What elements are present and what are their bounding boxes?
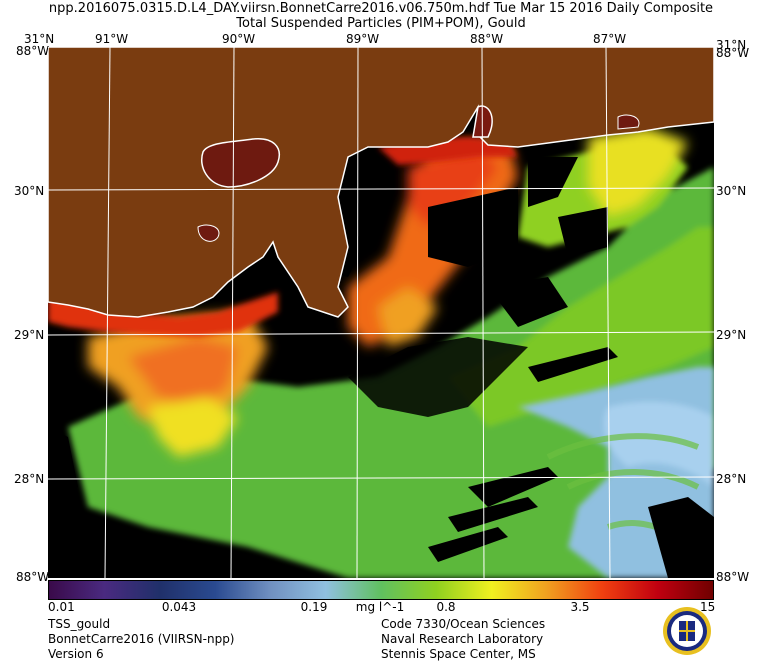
corner-label-top-left: 31°N — [24, 32, 55, 46]
lon-label-90w: 90°W — [222, 32, 256, 46]
footer-region: BonnetCarre2016 (VIIRSN-npp) — [48, 632, 235, 646]
lat-label-28n-left: 28°N — [14, 472, 45, 486]
footer-location: Stennis Space Center, MS — [381, 647, 536, 661]
product-title: Total Suspended Particles (PIM+POM), Gou… — [236, 16, 526, 31]
colorbar-tick-1: 0.043 — [161, 600, 197, 614]
corner-label-left-bottom: 88°W — [16, 570, 50, 584]
colorbar-units: mg l^-1 — [355, 600, 405, 614]
tss-map — [48, 47, 714, 578]
colorbar-tick-5: 15 — [700, 600, 716, 614]
sediment-plume-west — [88, 312, 268, 457]
footer-product: TSS_gould — [48, 617, 111, 631]
lon-label-87w: 87°W — [593, 32, 627, 46]
lat-label-29n-right: 29°N — [716, 328, 747, 342]
footer-version: Version 6 — [48, 647, 104, 661]
lat-label-28n-right: 28°N — [716, 472, 747, 486]
lat-label-30n-left: 30°N — [14, 184, 45, 198]
corner-label-right-top: 88°W — [716, 46, 750, 60]
navy-seal-icon — [663, 607, 711, 655]
colorbar-tick-3: 0.8 — [436, 600, 456, 614]
colorbar — [48, 580, 714, 600]
colorbar-tick-2: 0.19 — [300, 600, 328, 614]
colorbar-tick-0: 0.01 — [48, 600, 75, 614]
lat-label-29n-left: 29°N — [14, 328, 45, 342]
footer-lab: Naval Research Laboratory — [381, 632, 544, 646]
lon-label-88w: 88°W — [470, 32, 504, 46]
sediment-plume-east — [588, 127, 688, 217]
corner-label-right-bottom: 88°W — [716, 570, 750, 584]
map-panel — [48, 47, 714, 578]
corner-label-left-top: 88°W — [16, 44, 50, 58]
lat-label-30n-right: 30°N — [716, 184, 747, 198]
land-mass — [48, 47, 714, 318]
lon-label-91w: 91°W — [95, 32, 129, 46]
footer-code: Code 7330/Ocean Sciences — [381, 617, 546, 631]
corner-label-top-right: 31°N — [716, 38, 747, 52]
lon-label-89w: 89°W — [346, 32, 380, 46]
graticule — [48, 47, 714, 578]
colorbar-tick-4: 3.5 — [570, 600, 590, 614]
file-title: npp.2016075.0315.D.L4_DAY.viirsn.BonnetC… — [48, 1, 714, 16]
